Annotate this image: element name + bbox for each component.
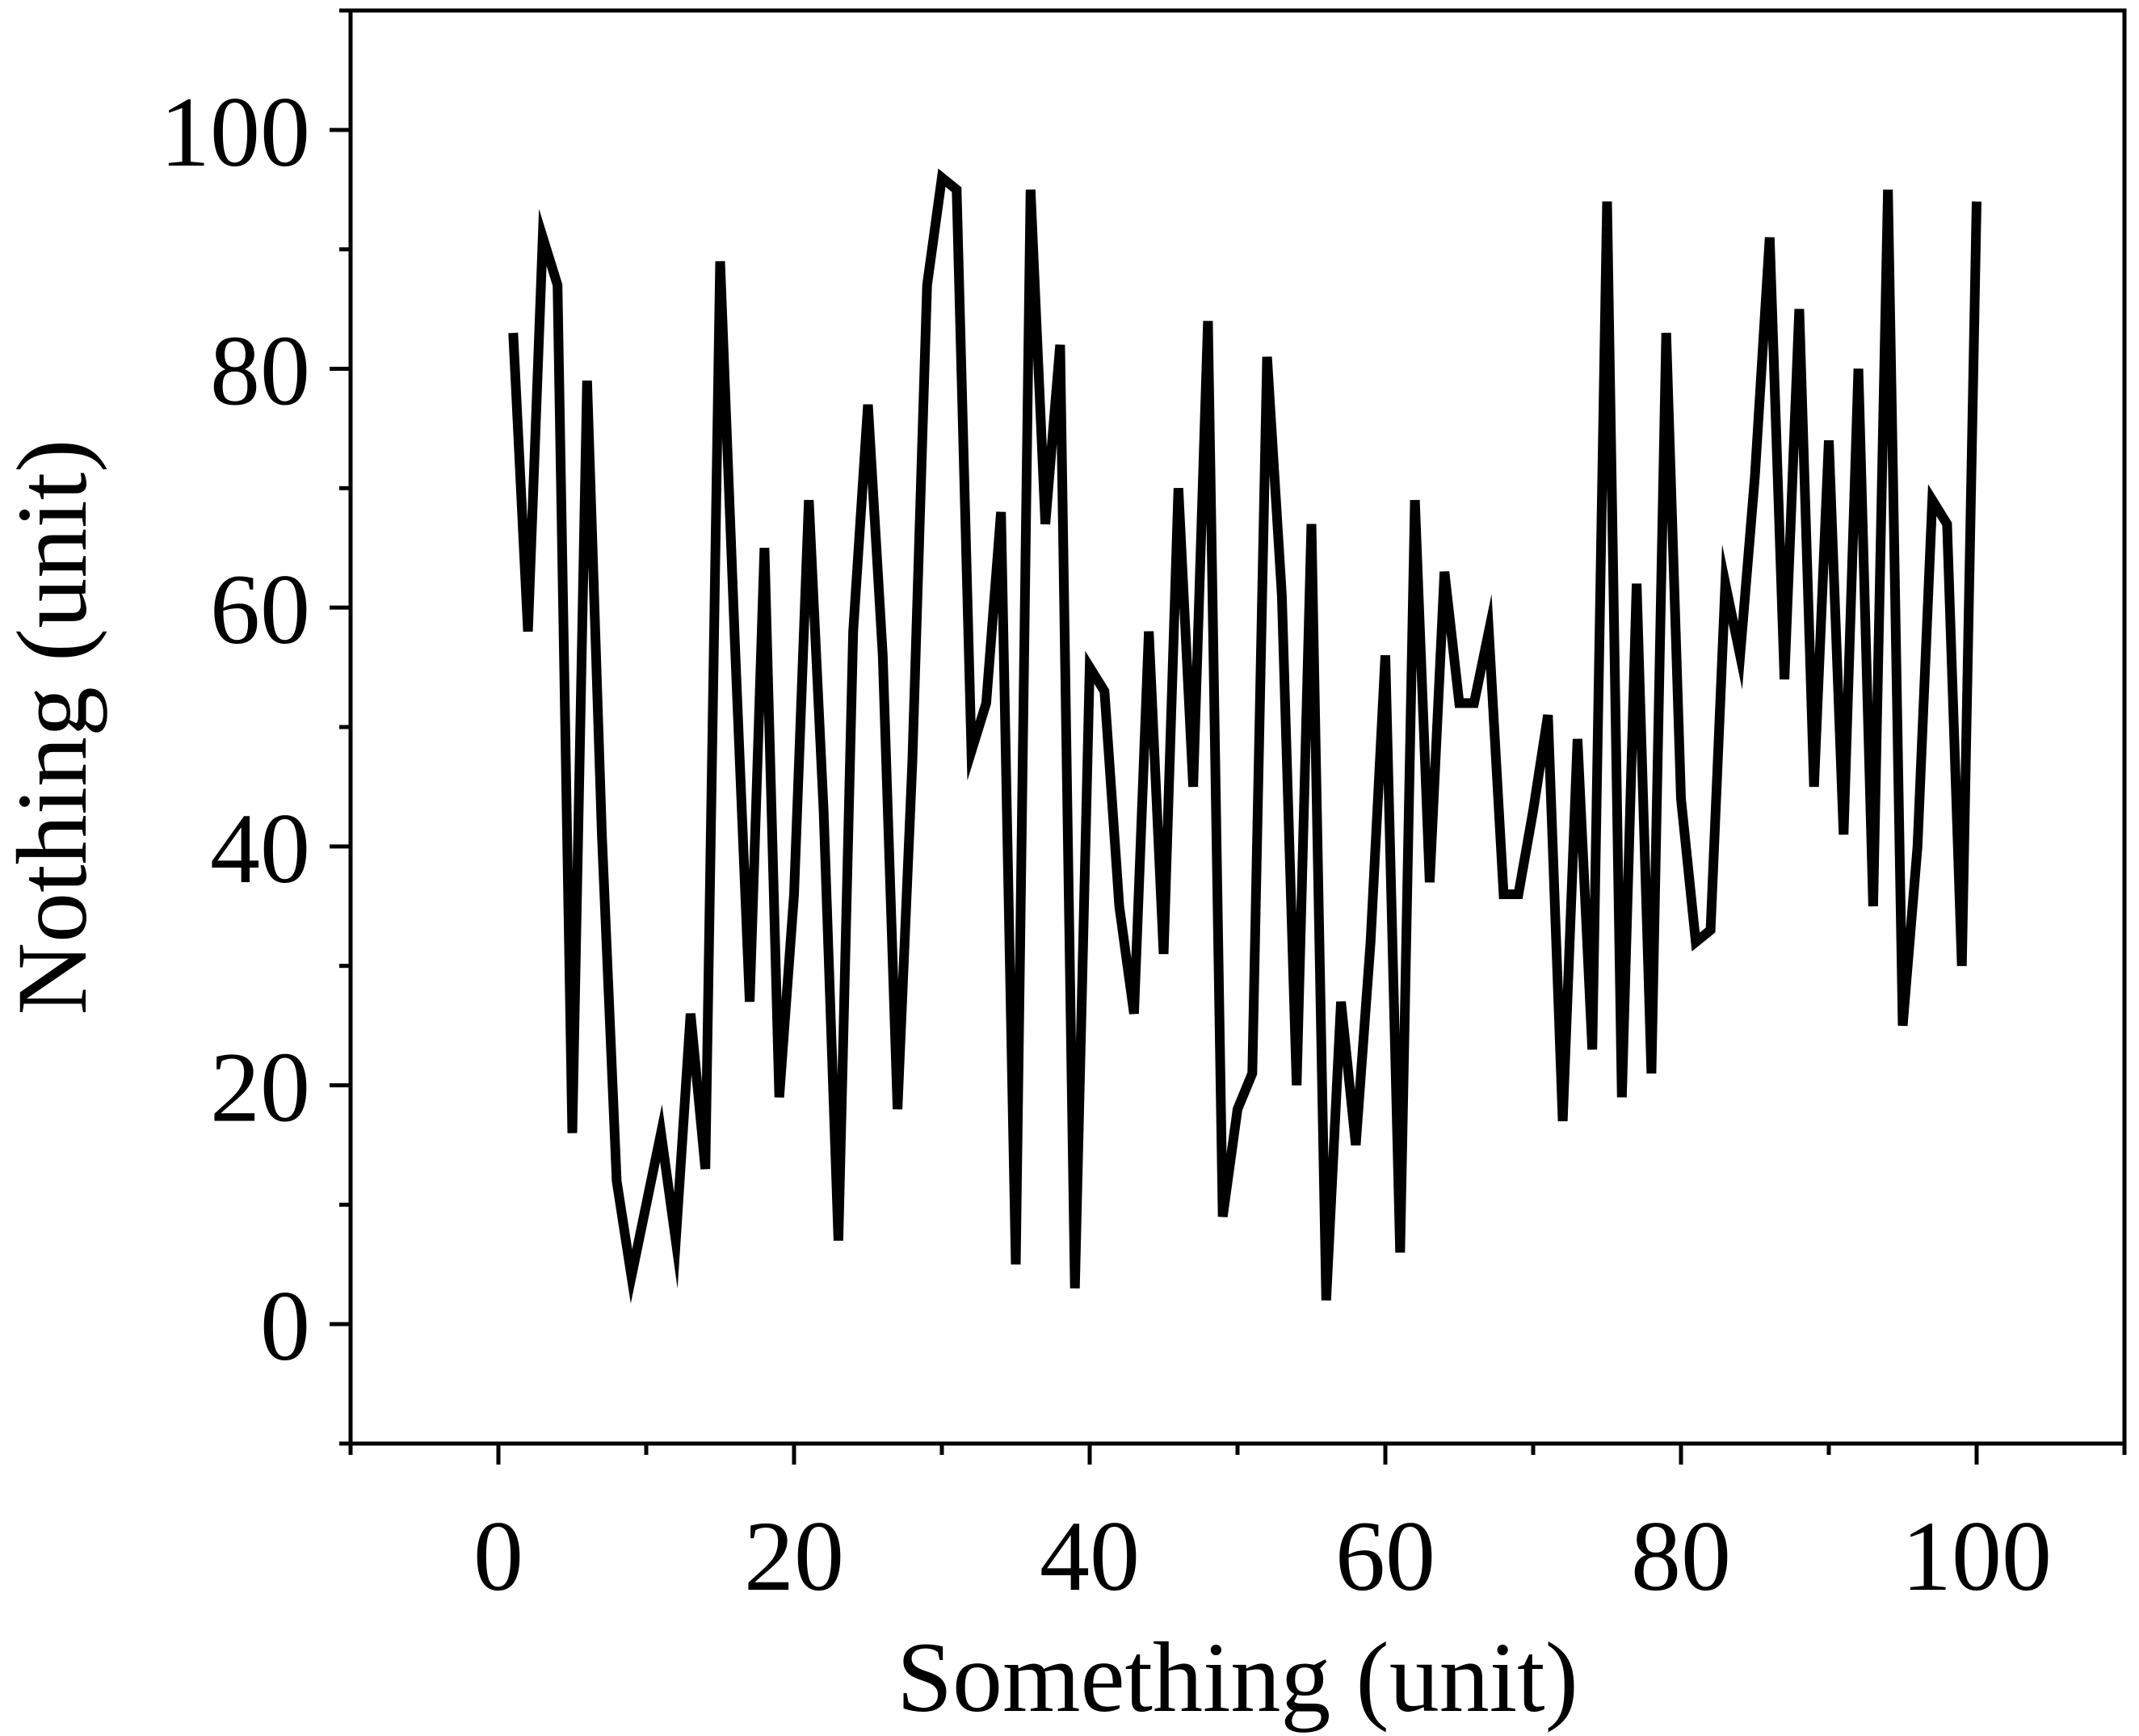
y-tick-label: 60: [210, 554, 310, 665]
y-axis-tick-labels: 0 20 40 60 80 100: [160, 77, 310, 1381]
series-group: [508, 168, 1981, 1304]
x-tick-label: 100: [1902, 1501, 2052, 1612]
y-tick-label: 100: [160, 77, 310, 187]
y-tick-label: 80: [210, 316, 310, 427]
series-line: [508, 168, 1981, 1304]
x-tick-label: 20: [744, 1501, 844, 1612]
y-axis-ticks: [330, 8, 351, 1446]
y-tick-label: 0: [260, 1271, 310, 1381]
y-tick-label: 40: [210, 793, 310, 904]
x-tick-label: 40: [1040, 1501, 1140, 1612]
x-axis-tick-labels: 0 20 40 60 80 100: [473, 1501, 2052, 1612]
x-tick-label: 80: [1631, 1501, 1731, 1612]
x-axis-label: Something (unit): [897, 1622, 1578, 1733]
y-tick-label: 20: [210, 1032, 310, 1143]
x-axis-ticks: [348, 1444, 2127, 1465]
y-axis-label: Nothing (unit): [0, 439, 107, 1015]
x-tick-label: 60: [1335, 1501, 1435, 1612]
x-tick-label: 0: [473, 1501, 523, 1612]
plot-frame: [348, 8, 2127, 1446]
